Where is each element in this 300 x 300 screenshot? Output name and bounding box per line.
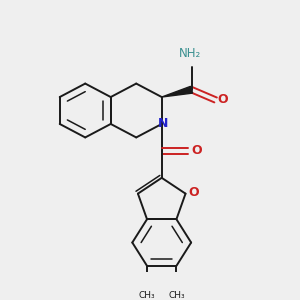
Text: NH₂: NH₂ xyxy=(179,47,201,60)
Text: O: O xyxy=(188,186,199,199)
Text: O: O xyxy=(191,144,202,157)
Text: O: O xyxy=(218,94,228,106)
Polygon shape xyxy=(162,86,193,97)
Text: N: N xyxy=(158,118,168,130)
Text: CH₃: CH₃ xyxy=(168,291,185,300)
Text: CH₃: CH₃ xyxy=(139,291,155,300)
